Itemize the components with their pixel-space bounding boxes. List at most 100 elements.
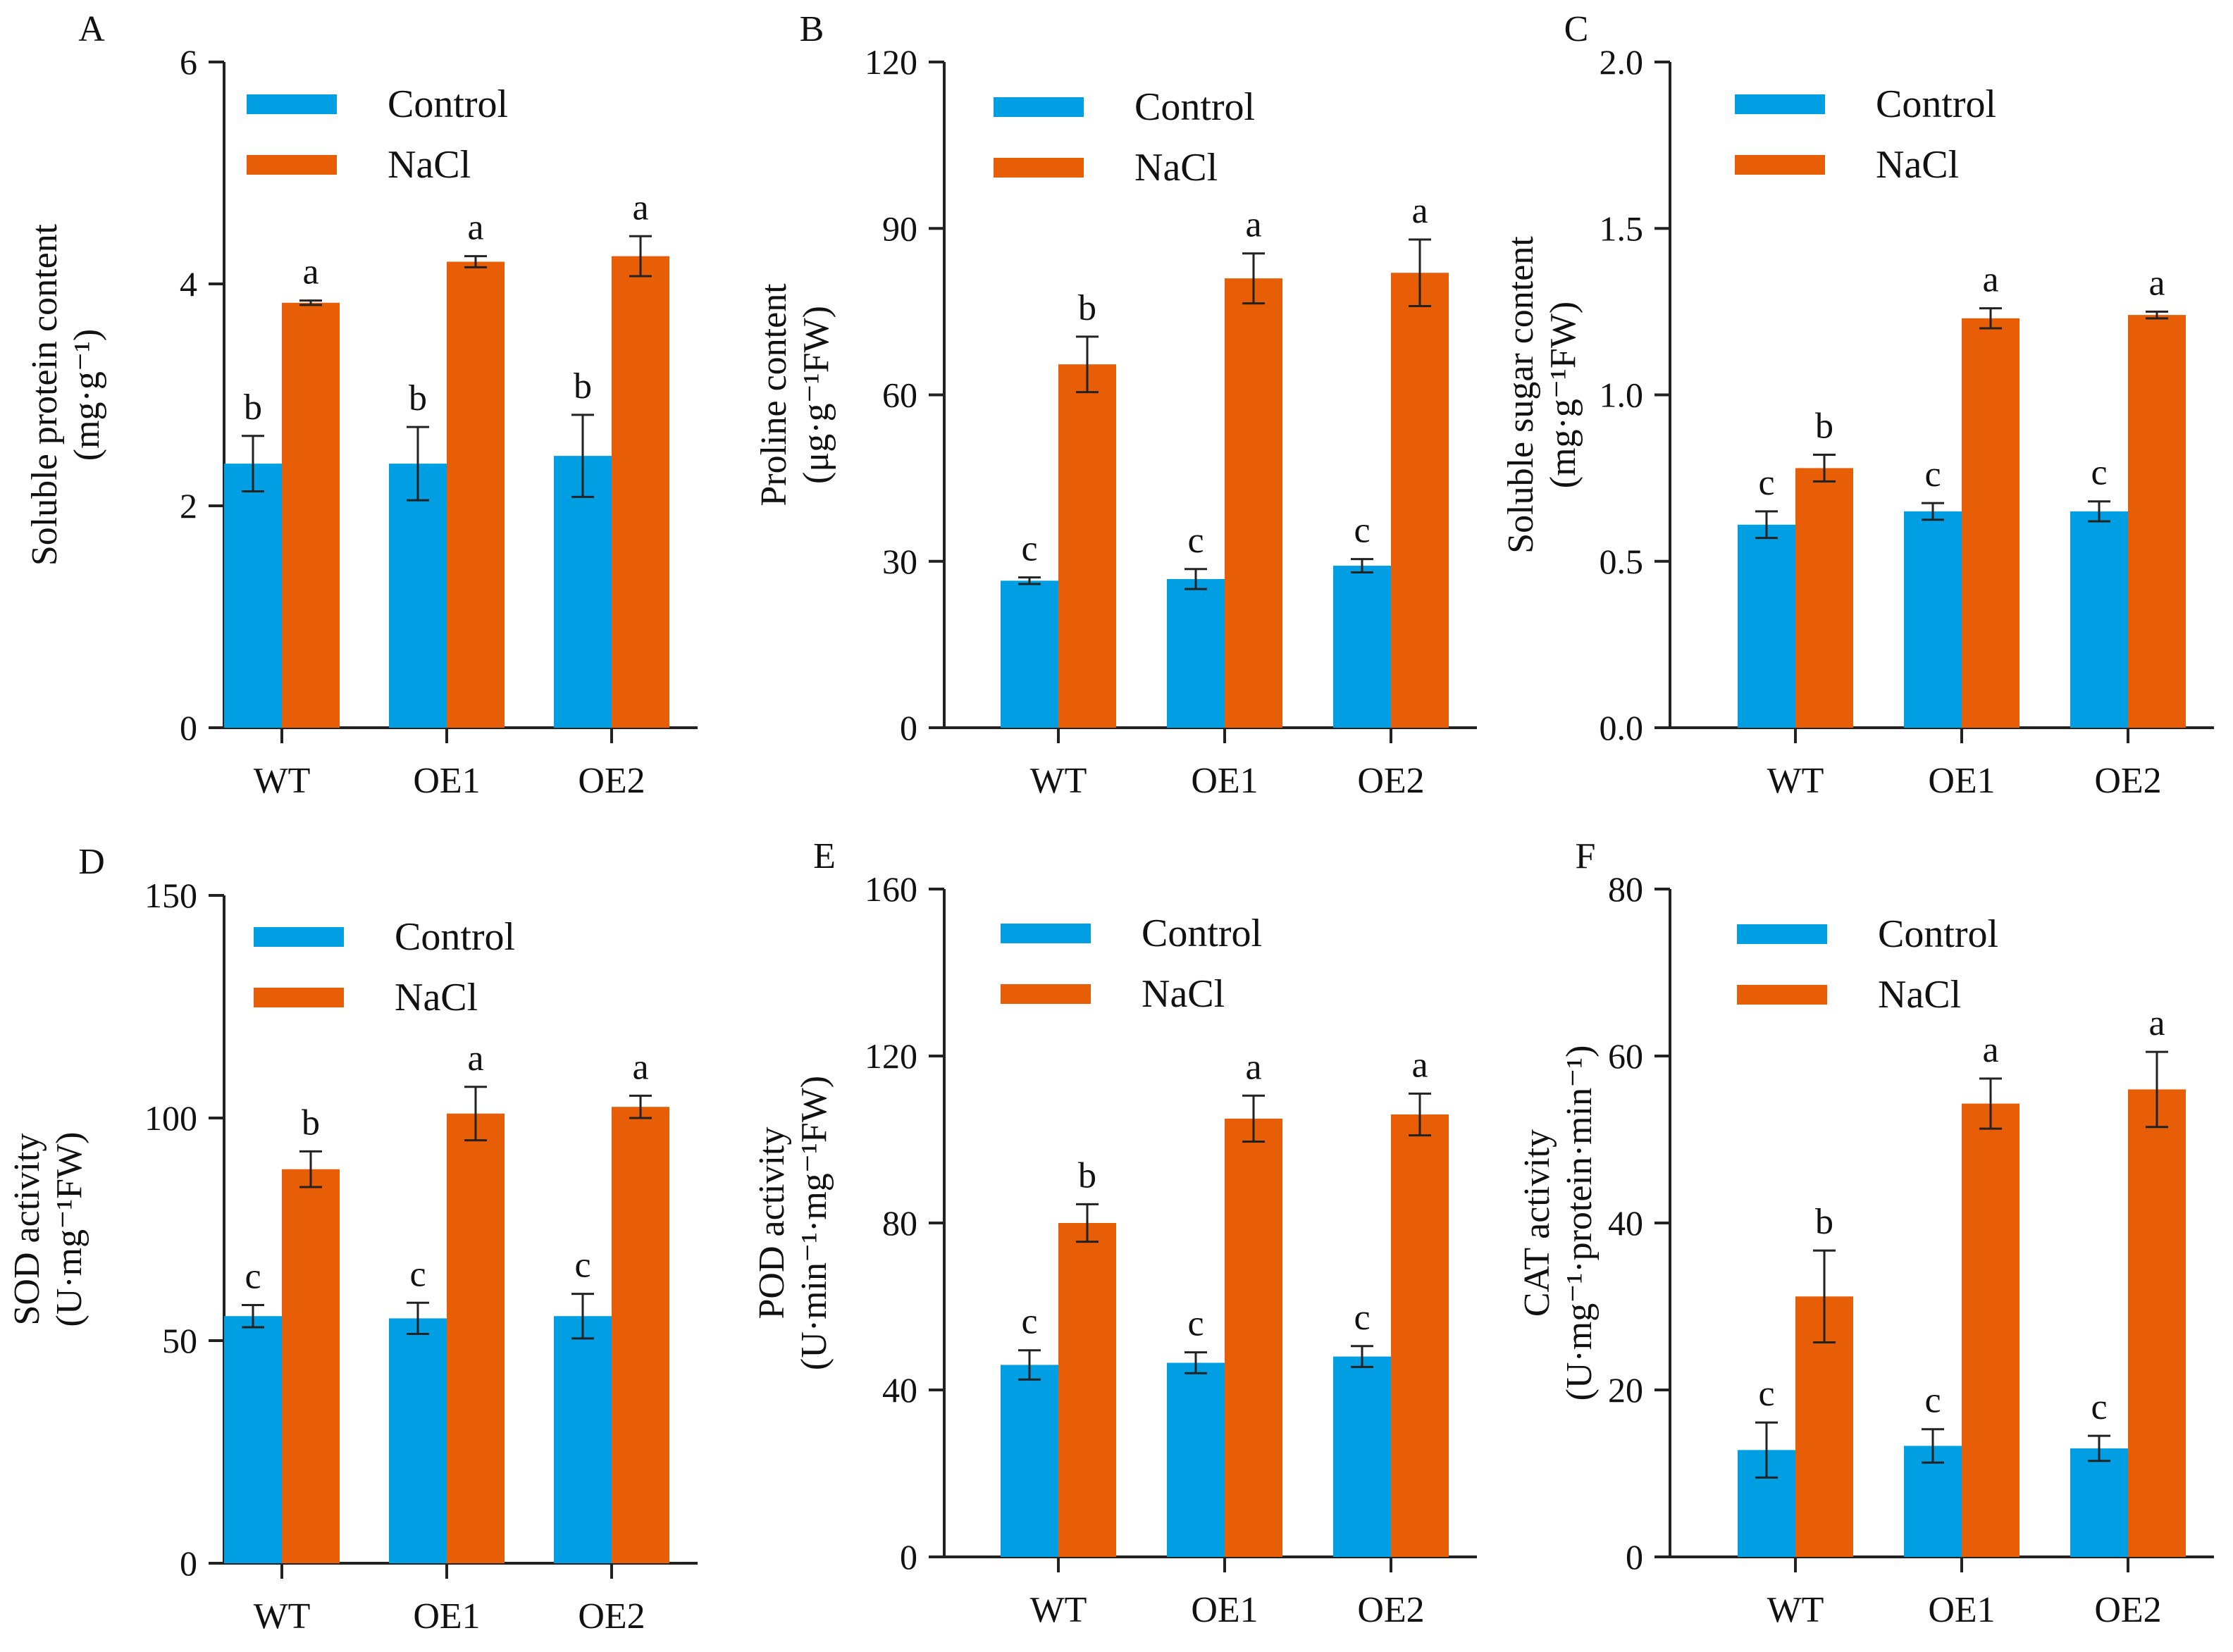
bar-nacl-oe1 — [1962, 318, 2019, 728]
significance-letter: a — [1982, 260, 1998, 300]
y-axis-title-line1: CAT activity — [1517, 1129, 1557, 1317]
significance-letter: b — [1078, 288, 1096, 328]
legend-label-nacl: NaCl — [1876, 143, 1959, 187]
panel-label: A — [78, 9, 105, 49]
bar-control-oe2 — [1333, 566, 1391, 728]
significance-letter: a — [1245, 205, 1261, 245]
y-axis-title-line2: (mg·g⁻¹) — [67, 329, 107, 461]
x-tick-label: WT — [1767, 761, 1824, 801]
y-axis-title-line2: (U·mg⁻¹FW) — [49, 1132, 89, 1327]
significance-letter: b — [574, 366, 592, 406]
bar-control-wt — [224, 464, 282, 728]
legend-swatch-nacl — [1737, 985, 1827, 1005]
y-tick-label: 120 — [865, 1036, 917, 1076]
significance-letter: c — [409, 1254, 426, 1294]
y-axis-title-line2: (μg·g⁻¹FW) — [796, 306, 836, 484]
significance-letter: a — [467, 1038, 483, 1079]
significance-letter: b — [1815, 406, 1833, 447]
bar-nacl-wt — [1795, 468, 1853, 728]
y-axis-title-line1: Soluble protein content — [25, 223, 65, 566]
legend-label-nacl: NaCl — [1142, 972, 1225, 1016]
legend-swatch-control — [994, 97, 1084, 117]
significance-letter: c — [1758, 463, 1774, 503]
y-tick-label: 160 — [865, 869, 917, 909]
y-tick-label: 40 — [882, 1370, 917, 1410]
significance-letter: c — [1187, 1304, 1204, 1344]
y-tick-label: 100 — [144, 1098, 197, 1138]
legend-swatch-nacl — [1001, 984, 1091, 1004]
significance-letter: a — [1411, 191, 1428, 231]
panel-label: E — [813, 836, 836, 876]
y-tick-label: 150 — [144, 876, 197, 915]
legend-label-nacl: NaCl — [1878, 973, 1961, 1017]
legend-label-nacl: NaCl — [388, 143, 471, 187]
significance-letter: c — [1021, 529, 1037, 569]
x-tick-label: OE2 — [578, 1596, 645, 1637]
bar-nacl-wt — [1058, 1223, 1116, 1557]
bar-control-wt — [1738, 524, 1795, 728]
significance-letter: a — [302, 252, 318, 292]
y-tick-label: 20 — [1608, 1370, 1643, 1410]
significance-letter: a — [1411, 1045, 1428, 1085]
bar-control-oe2 — [2070, 1448, 2128, 1557]
legend-label-control: Control — [388, 82, 508, 126]
significance-letter: c — [574, 1246, 590, 1286]
x-tick-label: OE2 — [1357, 761, 1424, 801]
legend-label-control: Control — [395, 915, 515, 959]
significance-letter: c — [1354, 1298, 1370, 1338]
significance-letter: a — [467, 208, 483, 248]
y-tick-label: 80 — [882, 1203, 917, 1243]
y-axis-title-line2: (U·mg⁻¹·protein·min⁻¹) — [1559, 1045, 1600, 1401]
bar-control-oe2 — [1333, 1356, 1391, 1557]
chart-panel-b: B 0 30 60 90 120 Proline content(μg·g⁻¹FW) WT c b… — [754, 9, 1477, 801]
y-axis-title-line2: (mg·g⁻¹FW) — [1543, 302, 1583, 488]
y-tick-label: 0 — [900, 1537, 917, 1577]
y-tick-label: 30 — [882, 542, 917, 581]
y-tick-label: 60 — [1608, 1036, 1643, 1076]
chart-panel-f: F 0 20 40 60 80 CAT activity(U·mg⁻¹·protein·mi… — [1517, 836, 2214, 1630]
y-axis-title: SOD activity(U·mg⁻¹FW) — [7, 1132, 89, 1327]
bar-control-oe1 — [389, 464, 447, 728]
legend-swatch-nacl — [247, 155, 337, 175]
chart-panel-e: E 0 40 80 120 160 POD activity(U·min⁻¹·mg⁻¹FW)… — [752, 836, 1477, 1630]
significance-letter: c — [1924, 454, 1941, 495]
bar-nacl-oe1 — [1962, 1103, 2019, 1557]
y-tick-label: 1.5 — [1600, 209, 1644, 248]
y-tick-label: 2 — [180, 486, 197, 526]
y-tick-label: 120 — [865, 42, 917, 82]
bar-nacl-oe1 — [447, 1113, 505, 1563]
significance-letter: b — [302, 1103, 320, 1143]
bar-control-oe1 — [1167, 578, 1225, 728]
chart-panel-d: D 0 50 100 150 SOD activity(U·mg⁻¹FW) WT c b OE1 c… — [7, 842, 698, 1637]
y-axis-title-line1: SOD activity — [7, 1134, 47, 1326]
y-axis-title: Proline content(μg·g⁻¹FW) — [754, 283, 836, 507]
significance-letter: a — [1982, 1030, 1998, 1070]
x-tick-label: WT — [254, 1596, 311, 1637]
x-tick-label: OE2 — [2094, 1590, 2161, 1630]
x-tick-label: WT — [1767, 1590, 1824, 1630]
y-tick-label: 2.0 — [1600, 42, 1644, 82]
bar-nacl-oe2 — [612, 1107, 669, 1563]
significance-letter: a — [632, 187, 648, 228]
bar-nacl-oe2 — [1391, 273, 1449, 728]
bar-control-oe2 — [554, 1316, 612, 1563]
panel-label: D — [78, 842, 105, 882]
significance-letter: c — [1021, 1302, 1037, 1342]
y-tick-label: 0.0 — [1600, 708, 1644, 747]
significance-letter: b — [244, 387, 262, 428]
significance-letter: a — [1245, 1047, 1261, 1087]
x-tick-label: OE2 — [1357, 1590, 1424, 1630]
y-axis-title-line1: POD activity — [752, 1127, 792, 1319]
bar-nacl-oe1 — [447, 261, 505, 728]
x-tick-label: OE1 — [1928, 1590, 1995, 1630]
significance-letter: c — [245, 1256, 261, 1296]
bar-nacl-oe2 — [2128, 1089, 2186, 1557]
bar-nacl-oe1 — [1225, 1118, 1282, 1557]
bar-nacl-wt — [282, 302, 340, 728]
bar-nacl-oe1 — [1225, 278, 1282, 728]
significance-letter: b — [409, 378, 427, 418]
y-tick-label: 50 — [162, 1321, 197, 1360]
legend-swatch-nacl — [254, 988, 344, 1007]
bar-control-oe1 — [1167, 1362, 1225, 1557]
